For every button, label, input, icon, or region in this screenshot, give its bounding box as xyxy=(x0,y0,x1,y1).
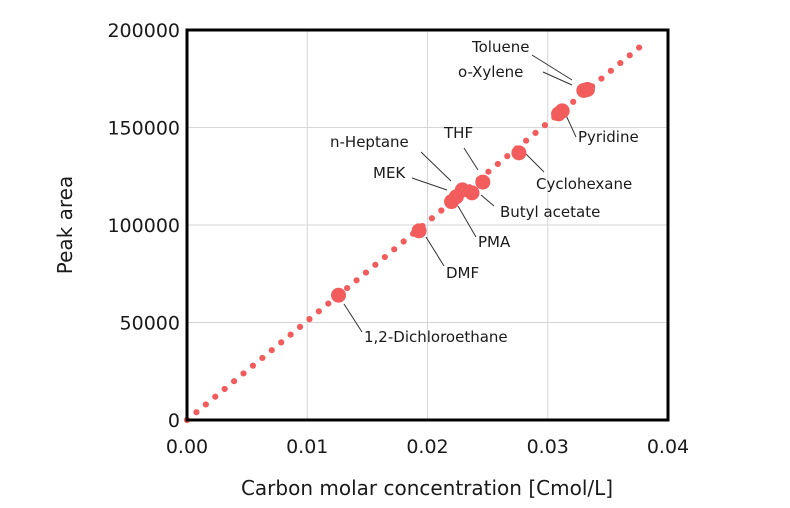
fit-dot xyxy=(212,393,219,400)
annotation-leader xyxy=(343,303,363,333)
annotation-labels: Toluene o-Xylene Pyridine Cyclohexane THF n-H… xyxy=(330,38,639,346)
annotation-label: n-Heptane xyxy=(330,133,409,151)
x-tick-label: 0.04 xyxy=(647,436,689,458)
annotation-leader xyxy=(463,147,479,171)
fit-dot xyxy=(268,347,275,354)
x-tick-label: 0.00 xyxy=(166,436,208,458)
fit-dot xyxy=(230,378,238,385)
annotation-leader xyxy=(480,194,495,207)
y-axis-title: Peak area xyxy=(53,176,77,274)
fit-dot xyxy=(504,153,511,160)
data-point xyxy=(475,174,491,190)
annotation-leader xyxy=(564,112,577,138)
x-tick-labels: 0.00 0.01 0.02 0.03 0.04 xyxy=(166,436,689,458)
fit-dot xyxy=(532,129,539,137)
annotation-leader xyxy=(542,71,573,86)
fit-dot xyxy=(607,67,614,74)
annotation-label: o-Xylene xyxy=(458,63,523,81)
fit-dot xyxy=(636,44,643,51)
annotation-label: Butyl acetate xyxy=(500,203,600,221)
y-tick-label: 0 xyxy=(168,410,180,432)
fit-dot xyxy=(391,246,398,253)
fit-dot xyxy=(626,52,633,59)
fit-dot xyxy=(259,354,266,362)
y-tick-label: 150000 xyxy=(107,118,180,140)
fit-dot xyxy=(523,137,530,144)
data-points xyxy=(331,81,595,303)
fit-dot xyxy=(617,59,624,67)
annotation-leader xyxy=(523,151,545,173)
data-point xyxy=(511,145,527,161)
fit-dot xyxy=(598,75,605,82)
data-point xyxy=(411,223,427,239)
annotation-label: Cyclohexane xyxy=(536,175,632,193)
fit-dot xyxy=(428,215,436,222)
annotation-leader xyxy=(531,54,573,81)
grid xyxy=(187,30,668,420)
annotation-label: PMA xyxy=(478,233,511,251)
annotation-label: DMF xyxy=(446,264,479,282)
fit-dot xyxy=(325,300,332,307)
annotation-label: Toluene xyxy=(471,38,529,56)
fit-line xyxy=(183,44,643,424)
fit-dot xyxy=(570,98,577,105)
fit-dot xyxy=(221,385,228,393)
data-point xyxy=(331,287,347,303)
x-tick-label: 0.03 xyxy=(527,436,569,458)
fit-dot xyxy=(362,269,370,276)
fit-dot xyxy=(193,409,200,416)
fit-dot xyxy=(541,122,549,129)
y-tick-label: 100000 xyxy=(107,215,180,237)
annotation-label: MEK xyxy=(373,164,406,182)
fit-dot xyxy=(249,362,257,369)
annotation-label: Pyridine xyxy=(578,128,639,146)
fit-dot xyxy=(400,238,407,245)
y-tick-labels: 0 50000 100000 150000 200000 xyxy=(107,20,180,432)
data-point xyxy=(464,185,480,201)
fit-dot xyxy=(296,323,304,330)
fit-dot xyxy=(494,160,501,168)
fit-dot xyxy=(287,331,294,338)
annotation-leader xyxy=(457,205,477,238)
fit-dot xyxy=(306,316,313,323)
annotation-label: THF xyxy=(443,124,473,142)
fit-dot xyxy=(353,277,360,284)
y-tick-label: 200000 xyxy=(107,20,180,42)
fit-dot xyxy=(278,339,285,346)
data-point xyxy=(554,103,570,119)
x-tick-label: 0.02 xyxy=(406,436,448,458)
fit-dot xyxy=(485,168,492,175)
x-tick-label: 0.01 xyxy=(286,436,328,458)
annotation-leaders xyxy=(343,54,577,333)
plot-frame xyxy=(185,28,670,422)
fit-dot xyxy=(381,253,388,261)
data-point xyxy=(579,81,595,97)
annotation-leader xyxy=(411,177,448,191)
fit-dot xyxy=(438,207,445,214)
annotation-leader xyxy=(420,151,452,182)
annotation-label: 1,2-Dichloroethane xyxy=(364,328,508,346)
fit-dot xyxy=(240,370,247,377)
fit-dot xyxy=(344,284,351,292)
y-tick-label: 50000 xyxy=(120,313,180,335)
fit-dot xyxy=(315,308,322,315)
annotation-leader xyxy=(425,236,445,267)
fit-dot xyxy=(202,401,209,408)
x-axis-title: Carbon molar concentration [Cmol/L] xyxy=(241,476,613,500)
fit-dot xyxy=(372,261,379,268)
